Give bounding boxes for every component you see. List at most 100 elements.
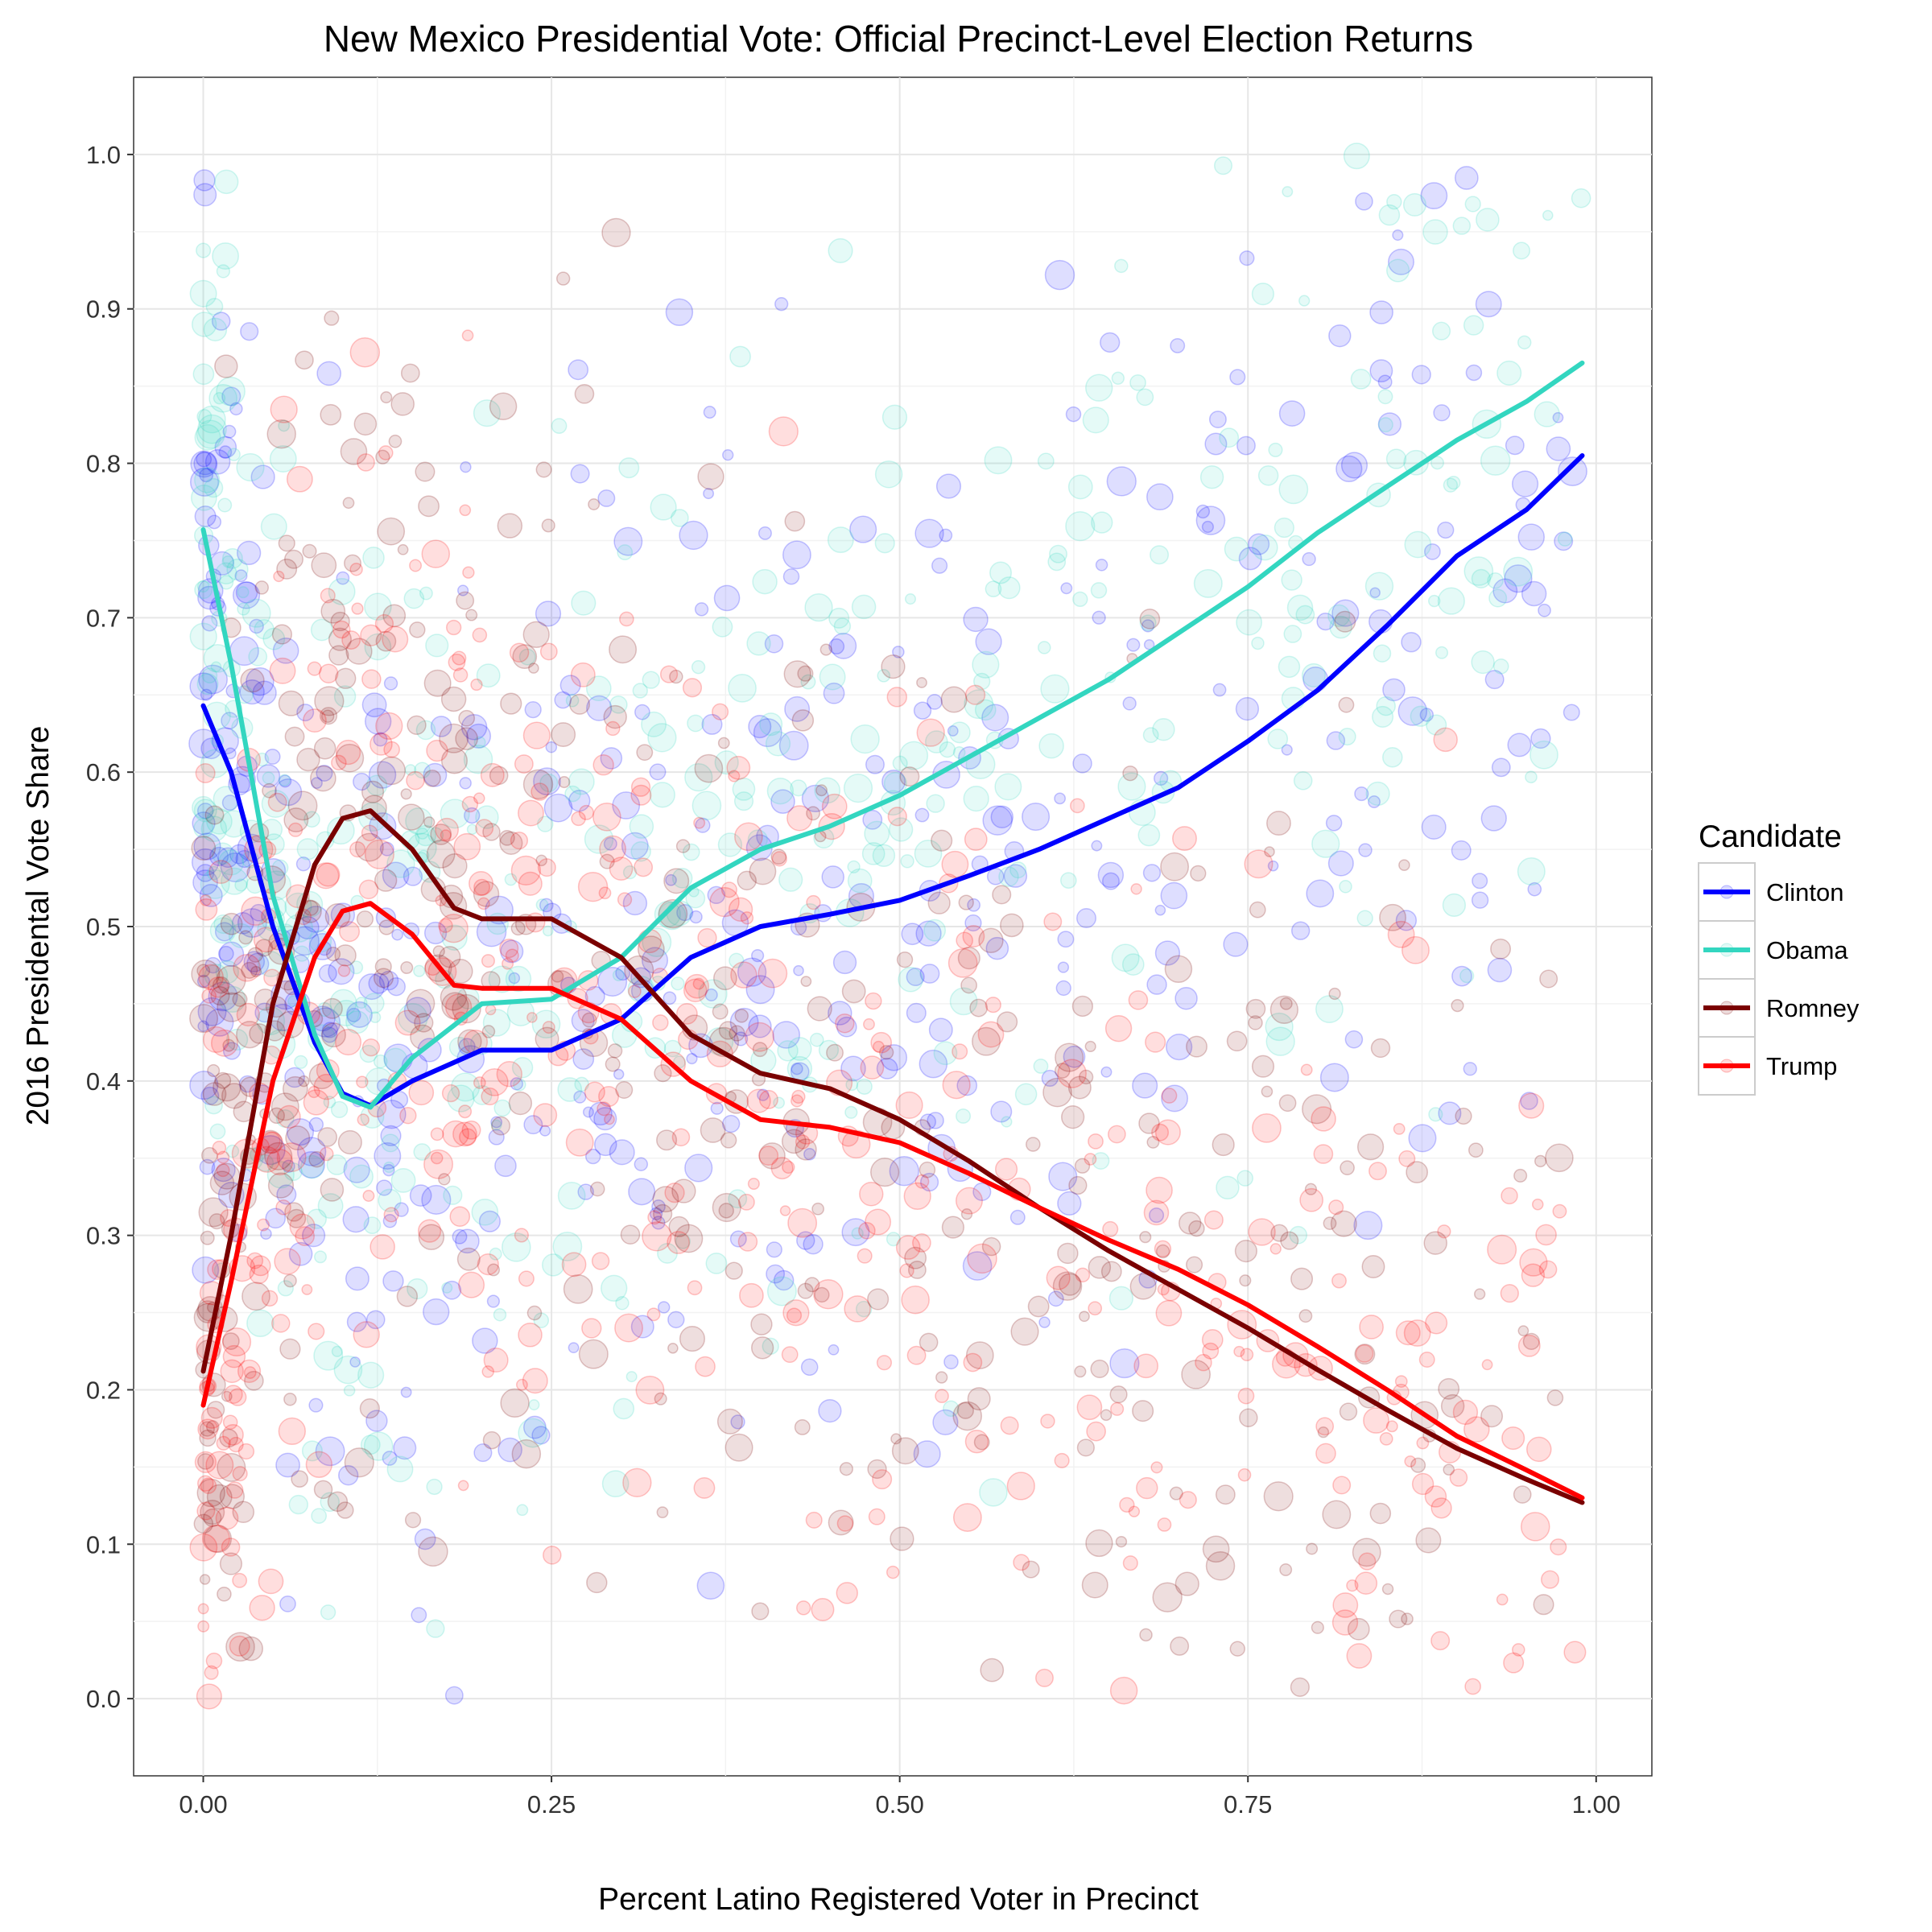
scatter-point bbox=[1010, 1317, 1039, 1346]
scatter-point bbox=[1136, 1476, 1158, 1500]
scatter-point bbox=[782, 540, 811, 570]
scatter-point bbox=[828, 1344, 840, 1356]
scatter-point bbox=[601, 1470, 630, 1498]
scatter-point bbox=[1027, 1295, 1050, 1318]
scatter-point bbox=[221, 712, 239, 730]
scatter-point bbox=[914, 807, 930, 823]
scatter-point bbox=[1359, 1315, 1384, 1340]
scatter-point bbox=[571, 1009, 595, 1033]
scatter-point bbox=[525, 912, 546, 933]
scatter-point bbox=[302, 1224, 326, 1248]
scatter-point bbox=[1306, 1542, 1319, 1555]
scatter-point bbox=[375, 630, 397, 652]
scatter-point bbox=[1328, 1199, 1344, 1216]
scatter-point bbox=[1476, 208, 1500, 232]
scatter-point bbox=[416, 828, 429, 840]
scatter-point bbox=[510, 1077, 523, 1091]
scatter-point bbox=[218, 445, 233, 459]
scatter-point bbox=[254, 752, 270, 767]
scatter-point bbox=[220, 852, 250, 883]
scatter-point bbox=[196, 419, 225, 449]
scatter-point bbox=[689, 910, 703, 924]
scatter-point bbox=[394, 1009, 421, 1036]
scatter-point bbox=[634, 857, 654, 877]
scatter-point bbox=[757, 1088, 770, 1101]
grid bbox=[134, 77, 1652, 1776]
scatter-point bbox=[222, 1414, 238, 1430]
scatter-point bbox=[215, 960, 240, 985]
scatter-point bbox=[663, 991, 677, 1005]
scatter-point bbox=[1513, 1168, 1528, 1183]
scatter-point bbox=[1009, 861, 1027, 879]
scatter-point bbox=[729, 1025, 745, 1042]
scatter-point bbox=[1150, 545, 1170, 565]
scatter-point bbox=[423, 1298, 450, 1326]
scatter-point bbox=[1202, 1342, 1220, 1360]
scatter-point bbox=[360, 624, 382, 646]
scatter-point bbox=[1111, 371, 1125, 385]
scatter-point bbox=[1332, 1476, 1352, 1495]
scatter-point bbox=[320, 588, 336, 604]
scatter-point bbox=[851, 594, 877, 620]
scatter-point bbox=[378, 919, 394, 935]
scatter-point bbox=[1110, 1402, 1125, 1416]
scatter-point bbox=[1363, 1407, 1389, 1434]
scatter-point bbox=[380, 1125, 402, 1146]
scatter-point bbox=[1044, 259, 1075, 291]
scatter-point bbox=[1346, 1579, 1359, 1592]
scatter-point bbox=[1195, 1353, 1212, 1372]
scatter-point bbox=[1154, 770, 1169, 786]
scatter-point bbox=[828, 1509, 854, 1536]
scatter-point bbox=[718, 1203, 734, 1219]
scatter-point bbox=[985, 580, 1002, 598]
scatter-point bbox=[196, 1501, 216, 1521]
scatter-point bbox=[1274, 517, 1294, 539]
scatter-point bbox=[282, 1075, 308, 1102]
scatter-point bbox=[466, 723, 492, 749]
scatter-point bbox=[203, 1524, 233, 1554]
scatter-point bbox=[664, 1183, 685, 1203]
scatter-point bbox=[994, 1158, 1018, 1181]
scatter-point bbox=[452, 1228, 468, 1245]
scatter-point bbox=[914, 840, 943, 868]
scatter-point bbox=[237, 602, 250, 616]
scatter-point bbox=[603, 836, 617, 851]
scatter-point bbox=[629, 814, 654, 839]
scatter-point bbox=[1076, 908, 1097, 929]
scatter-point bbox=[847, 860, 861, 873]
scatter-point bbox=[1451, 999, 1464, 1013]
scatter-point bbox=[310, 765, 336, 792]
scatter-point bbox=[956, 1075, 978, 1096]
scatter-point bbox=[491, 1116, 511, 1136]
scatter-point bbox=[713, 584, 741, 612]
scatter-point bbox=[1079, 1311, 1090, 1323]
scatter-point bbox=[1323, 1216, 1337, 1231]
scatter-point bbox=[1438, 1101, 1462, 1125]
scatter-point bbox=[1047, 552, 1067, 572]
scatter-point bbox=[1471, 568, 1491, 588]
scatter-point bbox=[296, 1137, 327, 1166]
scatter-point bbox=[1535, 1224, 1557, 1246]
scatter-point bbox=[877, 669, 891, 683]
scatter-point bbox=[582, 1106, 594, 1118]
scatter-point bbox=[458, 1271, 485, 1298]
scatter-point bbox=[947, 947, 978, 978]
scatter-point bbox=[801, 784, 830, 813]
scatter-point bbox=[1496, 1593, 1509, 1606]
scatter-point bbox=[558, 776, 571, 789]
scatter-point bbox=[890, 1526, 914, 1551]
scatter-point bbox=[1370, 1038, 1391, 1059]
scatter-point bbox=[1343, 142, 1370, 170]
scatter-point bbox=[960, 976, 978, 994]
y-tick-label: 0.1 bbox=[86, 1530, 121, 1558]
scatter-point bbox=[1092, 1152, 1110, 1170]
scatter-point bbox=[1331, 599, 1360, 627]
scatter-point bbox=[1511, 470, 1539, 497]
scatter-point bbox=[967, 1243, 997, 1274]
scatter-point bbox=[473, 878, 490, 896]
scatter-point bbox=[458, 1104, 473, 1119]
scatter-point bbox=[522, 621, 550, 648]
scatter-point bbox=[859, 1182, 884, 1207]
scatter-point bbox=[254, 939, 274, 957]
